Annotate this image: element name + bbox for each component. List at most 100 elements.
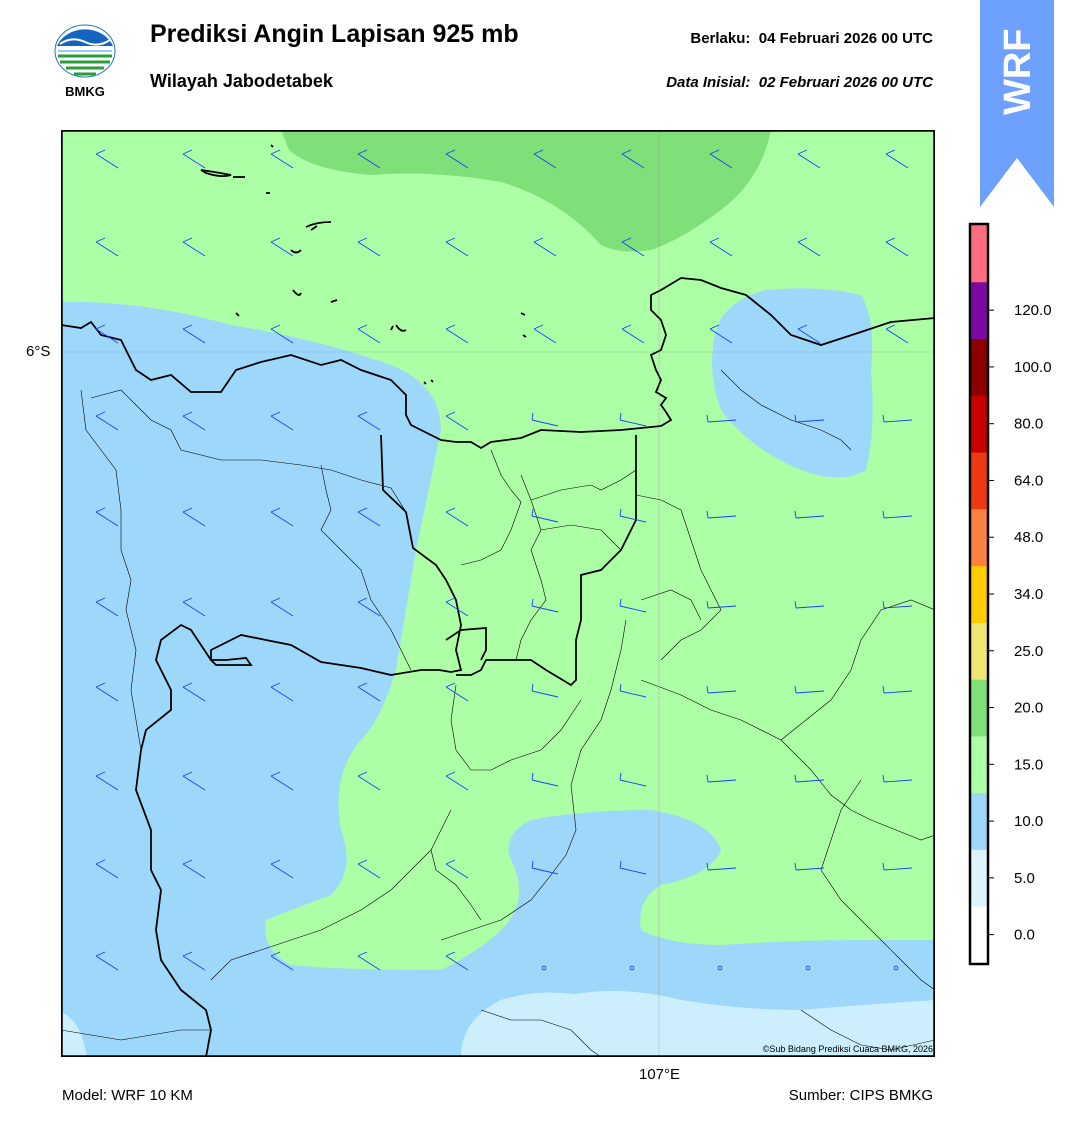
wind-barb-calm [805, 965, 811, 971]
province-border [135, 434, 637, 1057]
wind-barb [182, 597, 206, 617]
wind-barb [885, 237, 909, 257]
wind-barb [95, 951, 119, 971]
wind-barb [882, 862, 913, 871]
colorbar-tick-label: 10.0 [1014, 813, 1043, 830]
wind-barb [95, 507, 119, 527]
wind-barb [445, 507, 469, 527]
wind-barb [794, 862, 825, 871]
wind-barb [621, 149, 645, 169]
wind-barb [794, 510, 825, 519]
colorbar-cell [971, 225, 987, 283]
wind-barb [182, 324, 206, 344]
wind-barb [95, 411, 119, 431]
wind-barb [182, 237, 206, 257]
longitude-label: 107°E [639, 1066, 681, 1083]
wind-barb [709, 324, 733, 344]
wind-barb [445, 859, 469, 879]
colorbar-cell [971, 565, 987, 623]
wind-barb [797, 237, 821, 257]
wind-barb [531, 508, 559, 523]
wind-barb [531, 412, 559, 427]
model-text: Model: WRF 10 KM [62, 1087, 193, 1104]
colorbar-cells [971, 225, 987, 964]
coastline [61, 277, 935, 450]
wind-barb [619, 860, 647, 875]
wind-barb [797, 324, 821, 344]
colorbar-cell [971, 508, 987, 567]
wind-barb [357, 237, 381, 257]
colorbar-cell [971, 338, 987, 396]
wind-barb [885, 149, 909, 169]
wind-barb [270, 597, 294, 617]
zone-15-20 [281, 130, 771, 252]
wind-barb [533, 237, 557, 257]
wind-barb [709, 149, 733, 169]
wind-barb [357, 411, 381, 431]
zone-0-5-sw [61, 1012, 87, 1057]
wind-barb [882, 774, 913, 783]
wind-barb [445, 411, 469, 431]
wind-barb [531, 683, 559, 698]
colorbar-cell [971, 395, 987, 453]
colorbar-cell [971, 792, 987, 850]
wind-barb [95, 324, 119, 344]
wind-barb [270, 682, 294, 702]
islands [200, 144, 527, 385]
colorbar-tick-label: 0.0 [1014, 927, 1035, 944]
wind-barb [270, 149, 294, 169]
wind-barb [445, 149, 469, 169]
page-title: Prediksi Angin Lapisan 925 mb [150, 20, 519, 48]
wind-barb [445, 951, 469, 971]
wind-barb [357, 682, 381, 702]
wind-barb [357, 951, 381, 971]
wind-barb [882, 600, 913, 609]
colorbar-tick-label: 20.0 [1014, 700, 1043, 717]
wind-barb [270, 411, 294, 431]
wind-barb [794, 414, 825, 423]
zone-5-10-west [61, 301, 935, 1057]
init-value: 02 Februari 2026 00 UTC [758, 74, 933, 91]
wrf-arrow-badge: WRF [980, 0, 1054, 207]
wind-barb [619, 772, 647, 787]
wind-barb [95, 597, 119, 617]
colorbar-cell [971, 281, 987, 340]
colorbar-ticks: 0.0 5.0 10.0 15.0 20.0 25.0 34.0 48.0 64.0 80.0 10… [988, 302, 1052, 944]
zone-0-5-se [539, 991, 935, 1057]
wind-barb [445, 771, 469, 791]
wind-barb [270, 507, 294, 527]
wind-barb [619, 598, 647, 613]
wind-barb-calm [893, 965, 899, 971]
colorbar-cell [971, 906, 987, 964]
colorbar-cell [971, 849, 987, 907]
wind-barb [445, 324, 469, 344]
wind-barb [95, 771, 119, 791]
wind-barb [706, 600, 737, 609]
wind-barb [182, 682, 206, 702]
colorbar-cell [971, 679, 987, 737]
init-time: Data Inisial: 02 Februari 2026 00 UTC [666, 74, 933, 91]
colorbar-tick-label: 100.0 [1014, 359, 1052, 376]
bmkg-logo-icon [54, 24, 116, 78]
wind-barb [182, 951, 206, 971]
wind-barb [357, 507, 381, 527]
wind-barb [270, 951, 294, 971]
wind-barb [885, 324, 909, 344]
wind-barb [182, 507, 206, 527]
wind-barb [270, 324, 294, 344]
wind-barb [619, 683, 647, 698]
wind-barb [95, 682, 119, 702]
wind-barb [621, 324, 645, 344]
page-subtitle: Wilayah Jabodetabek [150, 71, 333, 91]
wind-barb [95, 859, 119, 879]
wind-barb-calm [629, 965, 635, 971]
wind-barb [357, 771, 381, 791]
wind-barb [270, 771, 294, 791]
colorbar-tick-label: 5.0 [1014, 870, 1035, 887]
valid-value: 04 Februari 2026 00 UTC [758, 30, 933, 47]
wind-barb [445, 597, 469, 617]
copyright-text: ©Sub Bidang Prediksi Cuaca BMKG, 2026 [762, 1044, 933, 1054]
wind-barb [706, 414, 737, 423]
wind-barb [709, 237, 733, 257]
map-frame [61, 130, 935, 1057]
